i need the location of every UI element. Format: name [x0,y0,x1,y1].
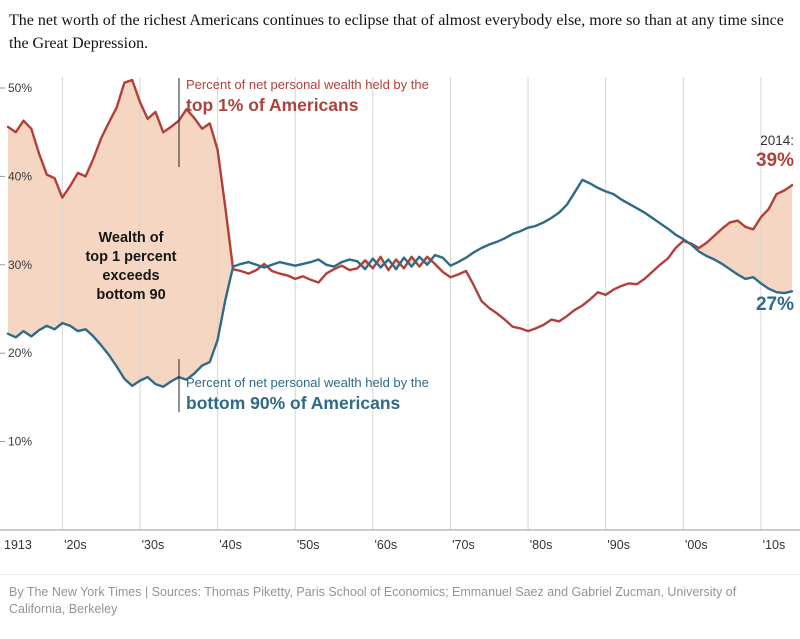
x-tick-label: '80s [530,538,553,552]
y-tick-label: 50% [8,81,32,95]
y-tick-label: 40% [8,170,32,184]
area-annotation-line2: top 1 percent [85,249,177,266]
area-annotation-line4: bottom 90 [96,287,166,304]
x-tick-label: '90s [607,538,630,552]
x-tick-label: '70s [452,538,475,552]
top1-series-label: Percent of net personal wealth held by t… [186,77,429,116]
area-annotation-line1: Wealth of [98,230,164,247]
footer-divider: By The New York Times | Sources: Thomas … [0,574,800,617]
nyt-wealth-chart-page: The net worth of the richest Americans c… [0,9,800,617]
bottom90-series-label-line1: Percent of net personal wealth held by t… [186,375,429,391]
x-tick-label: '30s [142,538,165,552]
end-label-2014-top1: 2014: 39% [722,133,794,172]
end-label-2014-bottom90: 27% [722,294,794,316]
y-tick-label: 10% [8,435,32,449]
chart-headline: The net worth of the richest Americans c… [9,12,784,53]
area-annotation-line3: exceeds [102,268,160,285]
area-annotation-wealth-exceeds: Wealth of top 1 percent exceeds bottom 9… [62,229,200,305]
bottom90-series-label: Percent of net personal wealth held by t… [186,375,429,414]
y-tick-label: 20% [8,347,32,361]
x-tick-label: '50s [297,538,320,552]
bottom90-line [6,179,794,389]
x-tick-label: '20s [64,538,87,552]
x-tick-label: '00s [685,538,708,552]
end-label-top1-value: 39% [755,150,794,172]
source-credit: By The New York Times | Sources: Thomas … [9,585,737,616]
y-tick-label: 30% [8,258,32,272]
top1-series-label-line2: top 1% of Americans [186,95,359,116]
chart-plot-canvas: 10% 20% 30% 40% 50% 1913 '20s '30s '40s '50s '60s '… [0,77,800,552]
x-tick-label: '10s [763,538,786,552]
x-tick-label: '60s [375,538,398,552]
end-label-bottom90-value: 27% [755,294,794,316]
x-tick-label: '40s [219,538,242,552]
top1-exceeds-bottom90-area [8,80,233,388]
bottom90-series-label-line2: bottom 90% of Americans [186,393,401,414]
x-tick-label: 1913 [4,538,32,552]
wealth-share-chart: 10% 20% 30% 40% 50% 1913 '20s '30s '40s '50s '60s '… [0,63,800,569]
top1-series-label-line1: Percent of net personal wealth held by t… [186,77,429,93]
end-label-year: 2014: [760,133,794,149]
